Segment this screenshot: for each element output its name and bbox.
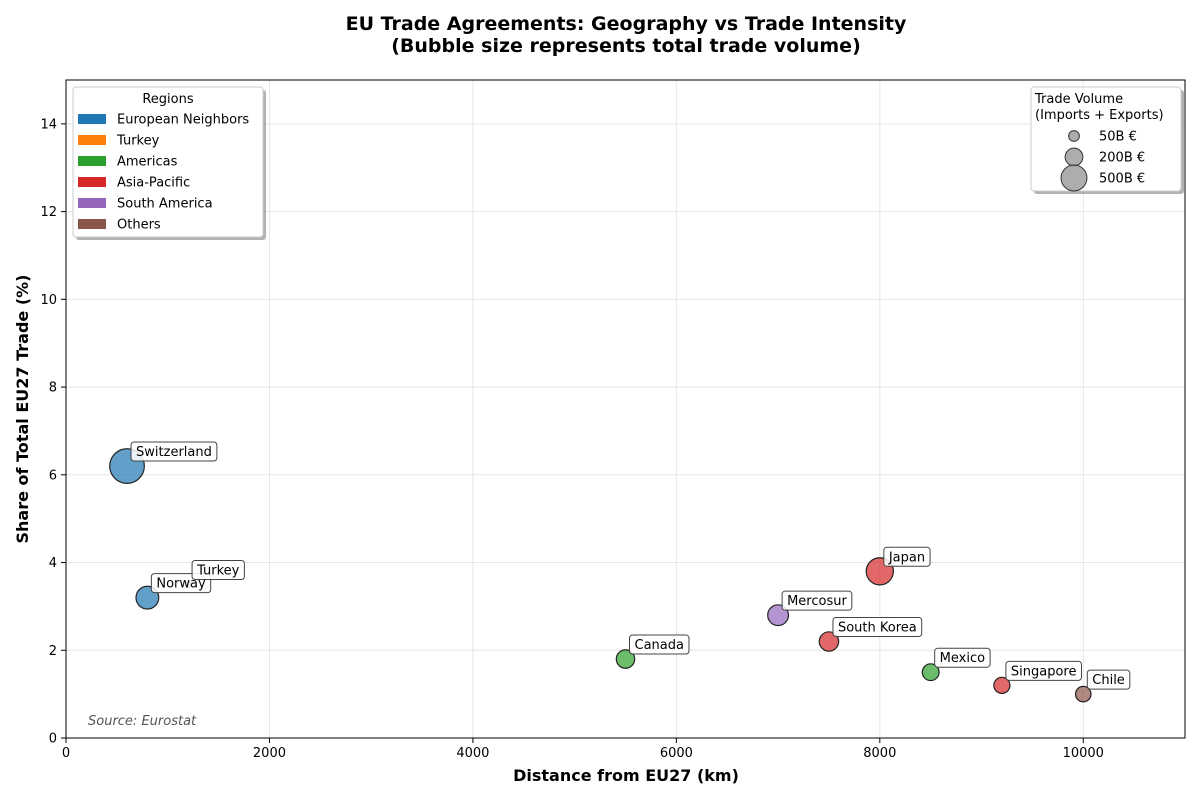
x-tick-label: 0 — [62, 746, 70, 761]
annotation-switzerland: Switzerland — [130, 441, 218, 462]
annotation-canada: Canada — [629, 634, 690, 655]
size-legend-items: 50B € 200B € 500B € — [1060, 130, 1145, 192]
bubble-canada — [615, 649, 636, 669]
region-legend-box — [72, 86, 264, 238]
x-tick-label: 2000 — [253, 746, 286, 761]
source-note: Source: Eurostat — [88, 714, 197, 729]
region-legend-swatch — [78, 114, 106, 124]
annotation-box — [832, 616, 923, 637]
region-legend-label: Asia-Pacific — [117, 176, 190, 191]
region-legend-swatch — [78, 177, 106, 187]
x-tick-label: 8000 — [863, 746, 896, 761]
annotation-turkey: Turkey — [191, 559, 245, 580]
annotation-box — [629, 634, 690, 655]
x-tick-label: 6000 — [660, 746, 693, 761]
region-legend-label: European Neighbors — [117, 113, 249, 128]
size-legend-box — [1030, 86, 1182, 192]
y-tick-label: 6 — [49, 468, 57, 483]
point-label: Switzerland — [136, 445, 212, 460]
point-label: Mexico — [940, 651, 985, 666]
y-tick-label: 0 — [49, 732, 57, 747]
annotation-singapore: Singapore — [1005, 660, 1082, 681]
data-points — [109, 448, 1092, 703]
size-legend-label: 50B € — [1099, 130, 1137, 145]
annotation-mexico: Mexico — [934, 647, 991, 668]
point-label: South Korea — [838, 620, 917, 635]
region-legend-swatch — [78, 135, 106, 145]
bubble-chile — [1074, 685, 1092, 703]
annotation-box — [1005, 660, 1082, 681]
point-label: Canada — [635, 638, 684, 653]
plot-frame — [65, 79, 1186, 739]
y-tick-label: 10 — [40, 293, 57, 308]
size-legend-title-line2: (Imports + Exports) — [1035, 108, 1164, 123]
region-legend-items: European Neighbors Turkey Americas Asia-Pac… — [78, 113, 249, 233]
size-legend-title-line1: Trade Volume — [1034, 92, 1123, 107]
annotation-box — [883, 546, 931, 567]
annotation-box — [130, 441, 218, 462]
region-legend-swatch — [78, 219, 106, 229]
region-legend-label: Turkey — [116, 134, 160, 149]
annotation-south-korea: South Korea — [832, 616, 923, 637]
region-legend-label: South America — [117, 197, 213, 212]
point-label: Japan — [888, 550, 925, 565]
size-legend: Trade Volume (Imports + Exports) 50B € 20… — [1030, 86, 1184, 194]
x-tick-label: 4000 — [456, 746, 489, 761]
size-legend-label: 200B € — [1099, 151, 1145, 166]
y-tick-label: 14 — [40, 117, 57, 132]
bubble-singapore — [993, 676, 1011, 695]
region-legend-label: Americas — [117, 155, 178, 170]
x-axis-label: Distance from EU27 (km) — [513, 766, 739, 785]
region-legend: Regions European Neighbors Turkey Americas… — [72, 86, 266, 240]
region-legend-swatch — [78, 198, 106, 208]
chart-title: EU Trade Agreements: Geography vs Trade … — [346, 13, 907, 35]
grid — [65, 80, 1185, 739]
region-legend-label: Others — [117, 218, 161, 233]
y-tick-label: 8 — [49, 381, 57, 396]
bubble-mexico — [921, 663, 940, 682]
y-tick-label: 4 — [49, 556, 57, 571]
point-label: Chile — [1092, 673, 1125, 688]
size-legend-bubble — [1064, 147, 1084, 167]
annotation-box — [1086, 669, 1131, 690]
point-label: Norway — [156, 577, 206, 592]
bubble-south-korea — [818, 631, 840, 652]
y-tick-label: 12 — [40, 205, 57, 220]
y-axis-label: Share of Total EU27 Trade (%) — [13, 275, 32, 544]
annotation-box — [191, 559, 245, 580]
annotation-box — [781, 590, 853, 611]
annotation-mercosur: Mercosur — [781, 590, 853, 611]
annotation-japan: Japan — [883, 546, 931, 567]
annotation-chile: Chile — [1086, 669, 1131, 690]
size-legend-bubble — [1060, 164, 1088, 192]
point-label: Singapore — [1011, 664, 1077, 679]
region-legend-swatch — [78, 156, 106, 166]
y-tick-label: 2 — [49, 644, 57, 659]
size-legend-bubble — [1068, 130, 1080, 142]
point-label: Turkey — [196, 563, 240, 578]
chart-subtitle: (Bubble size represents total trade volu… — [391, 35, 861, 57]
region-legend-title: Regions — [142, 92, 194, 107]
x-tick-label: 10000 — [1063, 746, 1104, 761]
axis-ticks: 0 2000 4000 6000 8000 10000 0 2 4 6 8 10 12 14 — [40, 117, 1103, 761]
point-label: Mercosur — [787, 594, 847, 609]
size-legend-label: 500B € — [1099, 172, 1145, 187]
annotation-box — [934, 647, 991, 668]
